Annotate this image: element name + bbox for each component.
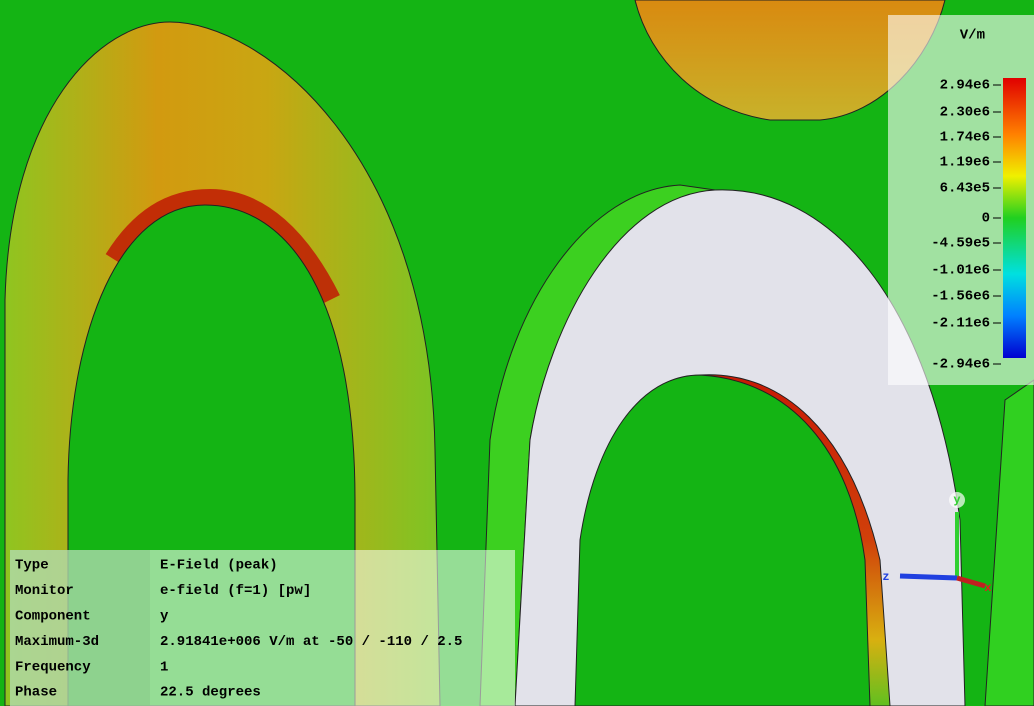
z-axis-arrow [899, 573, 958, 581]
axis-triad: y z x [882, 492, 992, 595]
info-key: Phase [15, 685, 57, 701]
legend-label: 2.94e6 [940, 78, 990, 94]
legend-label: 1.74e6 [940, 130, 990, 146]
x-axis-label: x [984, 581, 991, 595]
info-key: Component [15, 609, 91, 625]
legend-label: 1.19e6 [940, 155, 990, 171]
info-value: 22.5 degrees [160, 685, 261, 701]
legend-label: -2.11e6 [931, 316, 990, 332]
info-key: Type [15, 558, 49, 574]
z-axis-label: z [882, 570, 889, 584]
color-bar [1003, 78, 1026, 358]
field-hotspot [105, 188, 340, 305]
info-value: y [160, 609, 169, 625]
y-axis-label: y [953, 493, 960, 507]
info-value: 2.91841e+006 V/m at -50 / -110 / 2.5 [160, 634, 462, 650]
info-value: 1 [160, 659, 168, 675]
info-value: E-Field (peak) [160, 558, 278, 574]
info-value: e-field (f=1) [pw] [160, 583, 311, 599]
info-key-column [10, 550, 150, 706]
legend-unit: V/m [960, 28, 985, 44]
info-key: Monitor [15, 583, 74, 599]
legend-label: -4.59e5 [931, 236, 990, 252]
legend-label: 0 [982, 211, 990, 227]
legend-label: -2.94e6 [931, 357, 990, 373]
legend-label: -1.01e6 [931, 263, 990, 279]
info-key: Frequency [15, 659, 91, 675]
edge-strip [984, 379, 1034, 706]
legend-label: 2.30e6 [940, 105, 990, 121]
right-hole [574, 374, 871, 706]
x-axis-arrow [956, 575, 986, 589]
legend-label: 6.43e5 [940, 181, 990, 197]
info-key: Maximum-3d [15, 634, 99, 650]
y-axis-label-bg [949, 492, 965, 508]
legend-label: -1.56e6 [931, 289, 990, 305]
